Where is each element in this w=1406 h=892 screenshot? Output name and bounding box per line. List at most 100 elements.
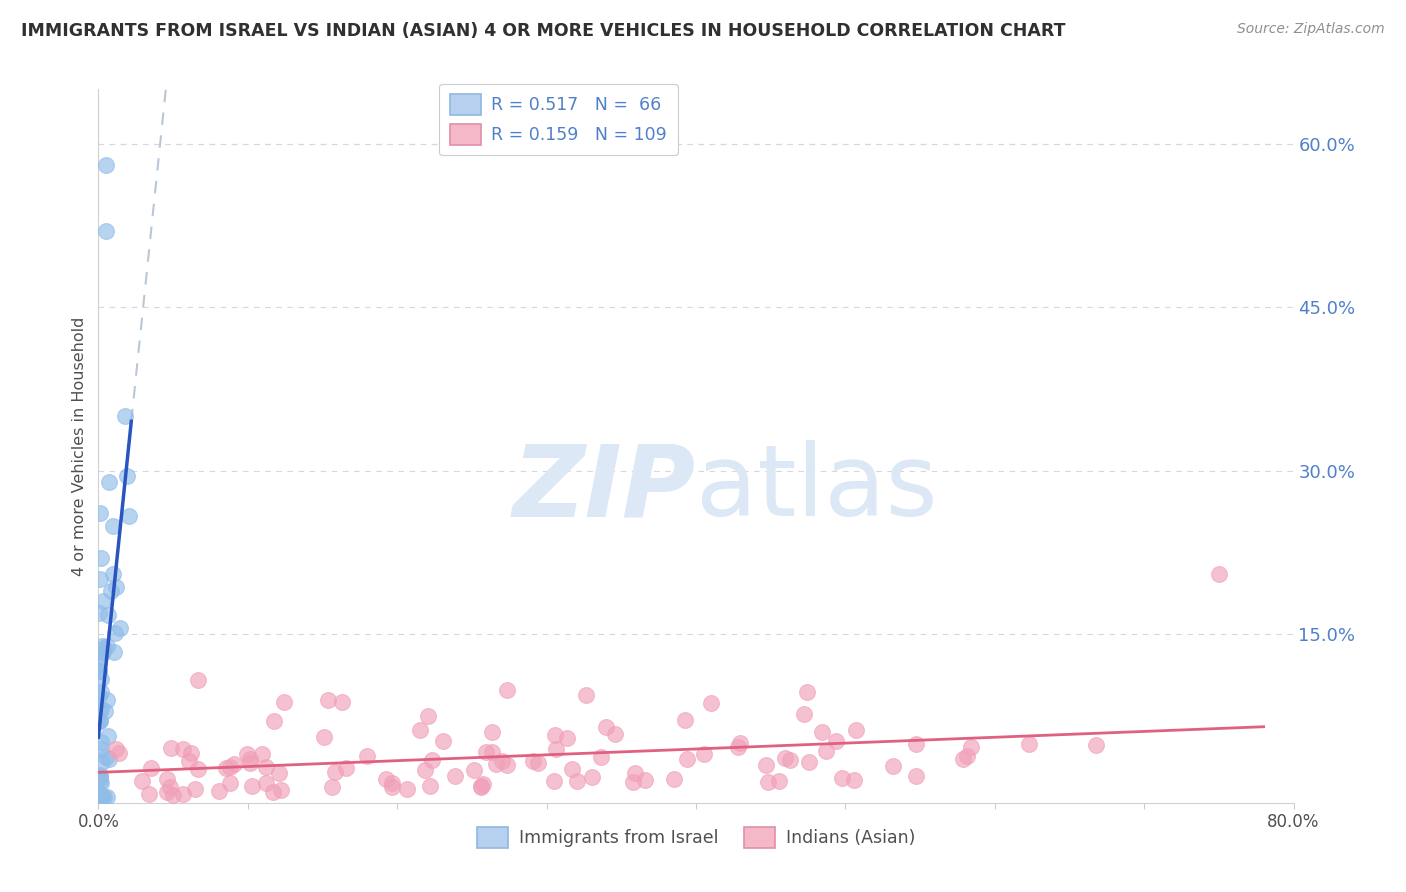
Legend: Immigrants from Israel, Indians (Asian): Immigrants from Israel, Indians (Asian): [470, 820, 922, 855]
Point: [676, 752, 699, 766]
Point: [87, 606, 110, 620]
Point: [374, 772, 396, 786]
Point: [796, 685, 818, 699]
Point: [700, 696, 723, 710]
Text: IMMIGRANTS FROM ISRAEL VS INDIAN (ASIAN) 4 OR MORE VEHICLES IN HOUSEHOLD CORRELA: IMMIGRANTS FROM ISRAEL VS INDIAN (ASIAN)…: [21, 22, 1066, 40]
Point: [89, 790, 111, 805]
Point: [90, 790, 112, 805]
Point: [96, 790, 118, 805]
Point: [87, 786, 110, 800]
Point: [254, 759, 277, 773]
Point: [273, 695, 295, 709]
Point: [87, 790, 110, 805]
Point: [90, 702, 112, 716]
Point: [87, 772, 110, 786]
Point: [89, 790, 111, 805]
Point: [172, 787, 194, 801]
Point: [396, 782, 419, 797]
Point: [250, 747, 273, 761]
Point: [87, 790, 110, 805]
Point: [1018, 737, 1040, 751]
Point: [755, 758, 778, 772]
Point: [90, 550, 112, 565]
Point: [544, 741, 567, 756]
Point: [316, 693, 339, 707]
Point: [432, 734, 454, 748]
Point: [89, 714, 111, 729]
Point: [335, 761, 357, 775]
Point: [1085, 738, 1108, 752]
Point: [561, 763, 583, 777]
Point: [93, 640, 115, 655]
Point: [825, 733, 848, 747]
Point: [156, 785, 179, 799]
Point: [496, 683, 519, 698]
Point: [219, 760, 242, 774]
Point: [118, 508, 141, 523]
Point: [87, 689, 110, 703]
Point: [108, 621, 131, 635]
Point: [416, 709, 439, 723]
Point: [595, 720, 617, 734]
Point: [96, 639, 118, 653]
Point: [1208, 567, 1230, 582]
Point: [115, 468, 138, 483]
Point: [103, 645, 125, 659]
Point: [91, 594, 114, 608]
Point: [413, 764, 436, 778]
Point: [89, 790, 111, 805]
Point: [621, 775, 644, 789]
Point: [470, 779, 492, 793]
Point: [240, 779, 263, 793]
Point: [472, 777, 495, 791]
Point: [775, 751, 797, 765]
Point: [97, 608, 120, 623]
Point: [105, 741, 128, 756]
Point: [90, 672, 112, 686]
Point: [90, 755, 112, 769]
Point: [321, 780, 343, 795]
Point: [236, 747, 259, 761]
Point: [90, 684, 112, 698]
Point: [905, 769, 928, 783]
Point: [581, 770, 603, 784]
Point: [101, 566, 124, 581]
Point: [94, 224, 117, 238]
Point: [87, 790, 110, 805]
Point: [481, 725, 503, 739]
Point: [575, 688, 598, 702]
Point: [589, 750, 612, 764]
Point: [97, 752, 120, 766]
Point: [101, 519, 124, 533]
Point: [565, 773, 588, 788]
Point: [814, 744, 837, 758]
Point: [215, 761, 238, 775]
Point: [87, 790, 110, 805]
Point: [89, 790, 111, 805]
Point: [634, 773, 657, 788]
Point: [138, 787, 160, 801]
Point: [485, 756, 508, 771]
Point: [882, 759, 904, 773]
Point: [89, 770, 111, 784]
Text: atlas: atlas: [696, 441, 938, 537]
Point: [692, 747, 714, 761]
Point: [475, 745, 498, 759]
Point: [262, 785, 284, 799]
Point: [544, 728, 567, 742]
Point: [381, 780, 404, 794]
Point: [831, 771, 853, 785]
Point: [543, 773, 565, 788]
Point: [952, 751, 974, 765]
Point: [522, 754, 544, 768]
Point: [90, 648, 112, 662]
Point: [239, 756, 262, 770]
Point: [139, 761, 162, 775]
Y-axis label: 4 or more Vehicles in Household: 4 or more Vehicles in Household: [72, 317, 87, 575]
Point: [187, 673, 209, 687]
Point: [87, 790, 110, 805]
Point: [162, 789, 184, 803]
Point: [89, 773, 111, 788]
Point: [224, 756, 246, 771]
Point: [179, 754, 201, 768]
